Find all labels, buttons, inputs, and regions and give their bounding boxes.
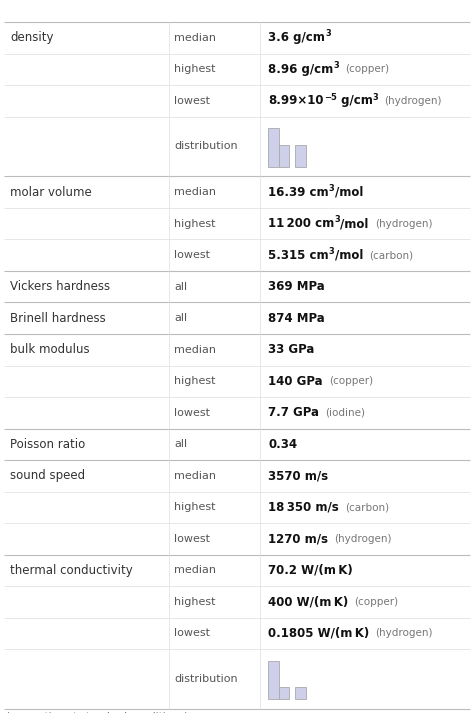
Text: 8.96 g/cm: 8.96 g/cm (268, 63, 334, 76)
Text: 3: 3 (329, 184, 335, 193)
Text: median: median (174, 565, 217, 575)
Text: 5.315 cm: 5.315 cm (268, 249, 329, 262)
Text: highest: highest (174, 219, 216, 229)
Text: 33 GPa: 33 GPa (268, 343, 315, 356)
Text: /mol: /mol (335, 185, 363, 199)
Text: sound speed: sound speed (10, 469, 85, 482)
Text: molar volume: molar volume (10, 185, 92, 199)
Text: median: median (174, 345, 217, 355)
Text: −5: −5 (324, 93, 337, 101)
Text: 1270 m/s: 1270 m/s (268, 533, 328, 545)
Text: all: all (174, 313, 188, 323)
Text: 369 MPa: 369 MPa (268, 280, 325, 293)
Bar (279, 687, 289, 699)
Text: 3: 3 (335, 215, 340, 225)
Text: 3: 3 (325, 29, 331, 39)
Bar (268, 660, 279, 699)
Text: 11 200 cm: 11 200 cm (268, 217, 335, 230)
Text: lowest: lowest (174, 534, 210, 544)
Text: all: all (174, 439, 188, 449)
Text: (hydrogen): (hydrogen) (384, 96, 442, 106)
Bar (268, 128, 279, 167)
Text: 18 350 m/s: 18 350 m/s (268, 501, 339, 514)
Text: 3: 3 (334, 61, 339, 70)
Text: highest: highest (174, 503, 216, 513)
Bar (279, 145, 289, 167)
Text: lowest: lowest (174, 408, 210, 418)
Text: Brinell hardness: Brinell hardness (10, 312, 106, 324)
Text: 400 W/(m K): 400 W/(m K) (268, 595, 348, 608)
Text: lowest: lowest (174, 628, 210, 638)
Text: distribution: distribution (174, 674, 238, 684)
Text: lowest: lowest (174, 96, 210, 106)
Text: g/cm: g/cm (337, 94, 373, 107)
Text: (copper): (copper) (345, 64, 390, 74)
Text: distribution: distribution (174, 141, 238, 151)
Text: 8.99×10: 8.99×10 (268, 94, 324, 107)
Text: (iodine): (iodine) (325, 408, 365, 418)
Text: thermal conductivity: thermal conductivity (10, 564, 133, 577)
Text: Vickers hardness: Vickers hardness (10, 280, 110, 293)
Text: 3570 m/s: 3570 m/s (268, 469, 328, 482)
Text: (copper): (copper) (329, 376, 373, 386)
Text: 0.1805 W/(m K): 0.1805 W/(m K) (268, 627, 370, 640)
Bar (295, 145, 306, 167)
Text: 16.39 cm: 16.39 cm (268, 185, 329, 199)
Text: /mol: /mol (335, 249, 363, 262)
Text: Poisson ratio: Poisson ratio (10, 438, 85, 451)
Text: median: median (174, 471, 217, 481)
Text: density: density (10, 31, 54, 44)
Text: (properties at standard conditions): (properties at standard conditions) (6, 712, 188, 713)
Text: bulk modulus: bulk modulus (10, 343, 90, 356)
Text: highest: highest (174, 376, 216, 386)
Text: 3.6 g/cm: 3.6 g/cm (268, 31, 325, 44)
Text: highest: highest (174, 64, 216, 74)
Text: 7.7 GPa: 7.7 GPa (268, 406, 319, 419)
Text: (hydrogen): (hydrogen) (334, 534, 392, 544)
Text: median: median (174, 33, 217, 43)
Text: /mol: /mol (340, 217, 369, 230)
Text: (copper): (copper) (355, 597, 399, 607)
Text: 3: 3 (329, 247, 335, 256)
Text: median: median (174, 188, 217, 198)
Text: 874 MPa: 874 MPa (268, 312, 325, 324)
Text: 140 GPa: 140 GPa (268, 375, 323, 388)
Text: all: all (174, 282, 188, 292)
Text: lowest: lowest (174, 250, 210, 260)
Text: 70.2 W/(m K): 70.2 W/(m K) (268, 564, 353, 577)
Bar (295, 687, 306, 699)
Text: (carbon): (carbon) (345, 503, 389, 513)
Text: 0.34: 0.34 (268, 438, 297, 451)
Text: (hydrogen): (hydrogen) (375, 628, 433, 638)
Text: (carbon): (carbon) (369, 250, 413, 260)
Text: (hydrogen): (hydrogen) (374, 219, 432, 229)
Text: 3: 3 (373, 93, 378, 101)
Text: highest: highest (174, 597, 216, 607)
